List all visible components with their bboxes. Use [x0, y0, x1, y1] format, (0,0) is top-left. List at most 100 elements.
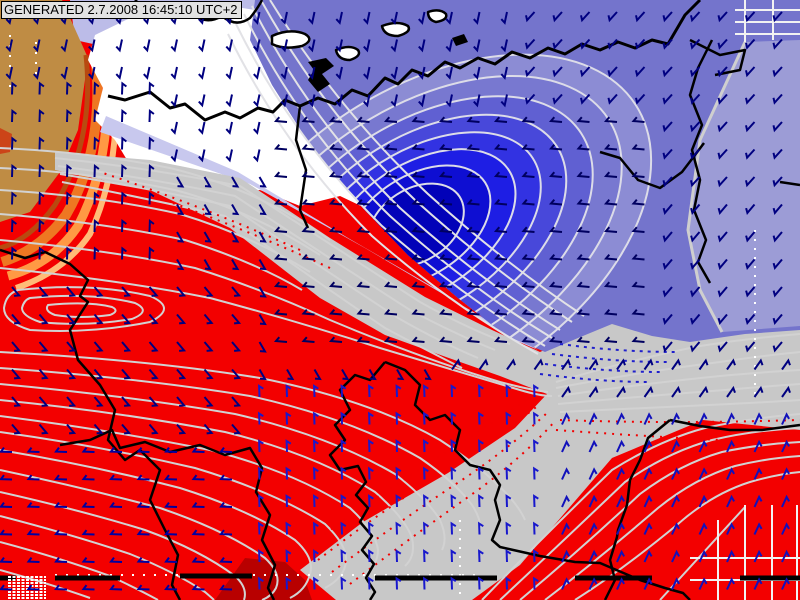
wind-barb	[313, 439, 319, 453]
wind-barb	[340, 384, 347, 398]
wind-barb	[121, 286, 132, 297]
wind-barb	[340, 466, 347, 480]
wind-barb	[273, 226, 288, 233]
wind-barb	[258, 521, 264, 535]
wind-barb	[438, 144, 453, 151]
wind-barb	[170, 121, 178, 135]
wind-barb	[500, 66, 508, 80]
wind-barb	[273, 336, 288, 343]
wind-barb	[580, 38, 591, 50]
wind-barb	[561, 385, 571, 398]
wind-barb	[191, 529, 205, 536]
wind-barb	[607, 11, 618, 23]
contour-loop	[3, 286, 165, 332]
wind-barb	[328, 309, 343, 316]
contour	[0, 431, 348, 589]
wind-barb	[445, 11, 453, 25]
wind-barb	[643, 358, 654, 371]
coastline	[107, 0, 702, 122]
wind-barb	[411, 254, 425, 261]
wind-barb	[745, 286, 756, 298]
wind-barb	[148, 313, 159, 325]
wind-barb	[588, 358, 599, 371]
wind-barb	[390, 39, 398, 53]
wind-barb	[356, 144, 370, 151]
wind-barb	[335, 39, 343, 53]
wind-barb	[493, 226, 508, 233]
wind-barb	[395, 439, 402, 453]
wind-barb	[662, 11, 673, 23]
wind-barb	[176, 203, 185, 216]
wind-barb	[438, 309, 453, 316]
wind-barb	[164, 529, 178, 536]
wind-barb	[109, 557, 123, 563]
wind-barb	[418, 39, 426, 53]
wind-barb	[717, 11, 728, 23]
wind-barb	[258, 203, 267, 216]
wind-barb	[690, 258, 701, 271]
wind-barb	[635, 66, 646, 78]
wind-barb	[148, 396, 159, 407]
wind-barb	[521, 254, 535, 261]
wind-barb	[148, 191, 155, 205]
wind-barb	[176, 258, 185, 271]
wind-barb	[301, 336, 315, 343]
wind-barb	[616, 412, 625, 425]
wind-barb	[548, 309, 563, 316]
wind-barb	[0, 529, 13, 536]
wind-barb	[176, 313, 187, 325]
wind-barb	[533, 576, 539, 590]
wind-barb	[258, 439, 264, 453]
wind-barb	[473, 11, 481, 25]
wind-barb	[505, 494, 512, 508]
wind-barb	[11, 368, 22, 380]
wind-barb	[698, 577, 708, 590]
wind-barb	[521, 336, 535, 343]
wind-barb	[662, 66, 673, 78]
wind-barb	[576, 254, 590, 261]
wind-barb	[607, 38, 618, 50]
border-hungary	[603, 419, 671, 600]
wind-barb	[203, 396, 214, 407]
wind-barb	[438, 171, 453, 178]
wind-barb	[781, 577, 790, 590]
wind-barb	[301, 226, 315, 233]
wind-barb	[690, 38, 701, 50]
wind-barb	[258, 286, 267, 298]
wind-barb	[450, 494, 457, 508]
wind-barb	[11, 136, 17, 150]
graticule-solid	[735, 0, 800, 42]
wind-barb	[753, 358, 764, 371]
wind-barb	[335, 11, 343, 25]
wind-barb	[285, 549, 292, 563]
wind-barb	[198, 149, 206, 163]
wind-barb	[0, 502, 13, 508]
wind-barb	[81, 557, 95, 563]
wind-barb	[340, 439, 347, 453]
wind-barb	[66, 164, 72, 178]
wind-barb	[603, 144, 618, 151]
wind-barb	[726, 549, 735, 563]
wind-barb	[631, 226, 645, 233]
wind-barb	[473, 66, 481, 80]
wind-barb	[38, 136, 45, 150]
wind-barb	[493, 281, 508, 288]
wind-barb	[170, 94, 178, 108]
wind-barb	[66, 136, 72, 150]
wind-barb	[328, 171, 343, 178]
wind-barb	[505, 466, 512, 480]
wind-barb	[368, 439, 374, 453]
wind-barb	[411, 171, 425, 178]
wind-barb	[411, 144, 425, 151]
wind-barb	[340, 576, 347, 590]
wind-barb	[548, 281, 563, 288]
wind-barb	[466, 144, 480, 151]
border-hungary-north	[669, 418, 800, 432]
wind-barb	[525, 93, 536, 105]
wind-barb	[273, 171, 288, 178]
lavender-fringe	[100, 116, 538, 350]
wind-barb	[745, 121, 756, 133]
wind-barb	[11, 109, 17, 123]
red-dotted-contour	[559, 419, 800, 423]
wind-barb	[38, 81, 45, 95]
